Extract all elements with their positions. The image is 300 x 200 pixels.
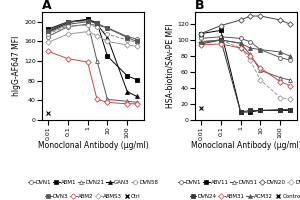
Legend: DVN3, ABM2, ABMS3, Ctrl: DVN3, ABM2, ABMS3, Ctrl: [44, 193, 142, 200]
X-axis label: Monoclonal Antibody (μg/ml): Monoclonal Antibody (μg/ml): [190, 141, 300, 150]
Text: A: A: [42, 0, 52, 12]
Text: B: B: [195, 0, 205, 12]
Y-axis label: HSA-biotin/SAv-PE MFI: HSA-biotin/SAv-PE MFI: [165, 24, 174, 108]
Y-axis label: hIgG-AF647 MFI: hIgG-AF647 MFI: [12, 36, 21, 96]
X-axis label: Monoclonal Antibody (μg/ml): Monoclonal Antibody (μg/ml): [38, 141, 148, 150]
Legend: DVN24, ABM31, ACM32, Control: DVN24, ABM31, ACM32, Control: [188, 193, 300, 200]
